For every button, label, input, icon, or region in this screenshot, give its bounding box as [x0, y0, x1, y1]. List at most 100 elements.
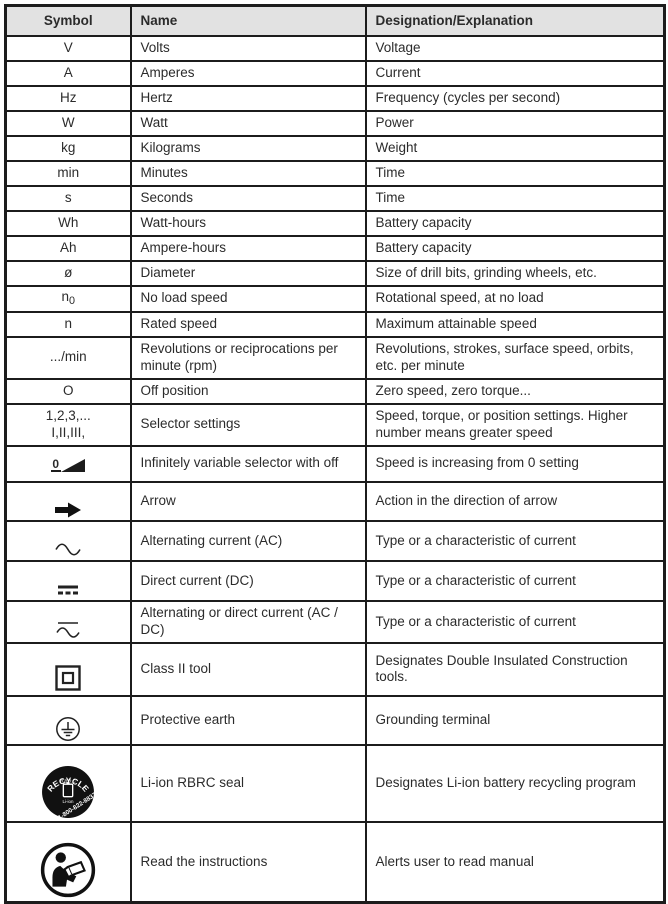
name-cell: Off position	[129, 377, 367, 405]
designation-cell: Weight	[364, 135, 666, 162]
table-row: .../min Revolutions or reciprocations pe…	[4, 335, 666, 380]
name-cell: Alternating or direct current (AC / DC)	[129, 599, 367, 644]
selector-zero-label: 0	[51, 456, 62, 473]
designation-cell: Designates Li-ion battery recycling prog…	[364, 743, 666, 823]
symbol-cell: V	[4, 35, 132, 62]
symbol-cell	[4, 560, 132, 602]
table-row: n Rated speed Maximum attainable speed	[4, 310, 666, 338]
table-row: 0 Infinitely variable selector with off …	[4, 444, 666, 483]
table-row: Protective earth Grounding terminal	[4, 694, 666, 746]
designation-cell: Type or a characteristic of current	[364, 520, 666, 563]
name-cell: Watt	[129, 110, 367, 137]
name-cell: Infinitely variable selector with off	[129, 444, 367, 483]
symbol-cell: n	[4, 310, 132, 338]
symbol-cell: .../min	[4, 335, 132, 380]
name-cell: Amperes	[129, 60, 367, 87]
name-cell: Hertz	[129, 85, 367, 112]
name-cell: Protective earth	[129, 694, 367, 746]
designation-cell: Action in the direction of arrow	[364, 480, 666, 523]
designation-cell: Alerts user to read manual	[364, 820, 666, 904]
table-row: Read the instructions Alerts user to rea…	[4, 820, 666, 904]
designation-cell: Speed is increasing from 0 setting	[364, 444, 666, 483]
symbol-cell: 1,2,3,... I,II,III,	[4, 402, 132, 447]
table-row: V Volts Voltage	[4, 35, 666, 62]
symbol-cell	[4, 641, 132, 697]
name-cell: No load speed	[129, 285, 367, 313]
column-header-designation: Designation/Explanation	[364, 4, 666, 37]
table-row: Alternating current (AC) Type or a chara…	[4, 520, 666, 563]
table-row: Alternating or direct current (AC / DC) …	[4, 599, 666, 644]
name-cell: Seconds	[129, 185, 367, 212]
table-row: Class II tool Designates Double Insulate…	[4, 641, 666, 697]
name-cell: Ampere-hours	[129, 235, 367, 262]
designation-cell: Size of drill bits, grinding wheels, etc…	[364, 260, 666, 287]
table-row: W Watt Power	[4, 110, 666, 137]
table-row: n0 No load speed Rotational speed, at no…	[4, 285, 666, 313]
symbol-reference-table: Symbol Name Designation/Explanation V Vo…	[4, 4, 666, 904]
name-cell: Watt-hours	[129, 210, 367, 237]
symbol-cell	[4, 480, 132, 523]
seal-liion-text: Li-ion	[63, 798, 74, 803]
rbrc-seal-icon: RECYCLE R B R C Li-ion 1-800-822-8837	[42, 765, 99, 820]
designation-cell: Grounding terminal	[364, 694, 666, 746]
name-cell: Selector settings	[129, 402, 367, 447]
symbol-cell	[4, 599, 132, 644]
symbol-n: n	[61, 289, 69, 304]
table-row: kg Kilograms Weight	[4, 135, 666, 162]
symbol-cell: Ah	[4, 235, 132, 262]
designation-cell: Zero speed, zero torque...	[364, 377, 666, 405]
symbol-cell: A	[4, 60, 132, 87]
designation-cell: Current	[364, 60, 666, 87]
symbol-n-subscript: 0	[69, 295, 76, 308]
table-row: ø Diameter Size of drill bits, grinding …	[4, 260, 666, 287]
symbol-cell: n0	[4, 285, 132, 313]
symbol-cell: min	[4, 160, 132, 187]
ac-wave-icon	[55, 543, 81, 556]
ac-dc-icon	[56, 622, 80, 638]
symbol-cell: Hz	[4, 85, 132, 112]
table-row: RECYCLE R B R C Li-ion 1-800-822-8837 Li…	[4, 743, 666, 823]
designation-cell: Frequency (cycles per second)	[364, 85, 666, 112]
column-header-symbol: Symbol	[4, 4, 132, 37]
name-cell: Class II tool	[129, 641, 367, 697]
designation-cell: Type or a characteristic of current	[364, 599, 666, 644]
name-cell: Volts	[129, 35, 367, 62]
table-row: Wh Watt-hours Battery capacity	[4, 210, 666, 237]
table-row: Hz Hertz Frequency (cycles per second)	[4, 85, 666, 112]
symbol-cell: 0	[4, 444, 132, 483]
read-manual-icon	[41, 843, 96, 898]
arrow-right-icon	[55, 502, 82, 518]
table-row: s Seconds Time	[4, 185, 666, 212]
symbol-cell	[4, 694, 132, 746]
symbol-cell: RECYCLE R B R C Li-ion 1-800-822-8837	[4, 743, 132, 823]
designation-cell: Time	[364, 185, 666, 212]
designation-cell: Battery capacity	[364, 210, 666, 237]
designation-cell: Type or a characteristic of current	[364, 560, 666, 602]
name-cell: Minutes	[129, 160, 367, 187]
table-row: A Amperes Current	[4, 60, 666, 87]
seal-rbrc-text: R B R C	[61, 778, 76, 783]
name-cell: Li-ion RBRC seal	[129, 743, 367, 823]
symbol-cell	[4, 520, 132, 563]
designation-cell: Power	[364, 110, 666, 137]
symbol-cell: s	[4, 185, 132, 212]
name-cell: Arrow	[129, 480, 367, 523]
name-cell: Diameter	[129, 260, 367, 287]
designation-cell: Rotational speed, at no load	[364, 285, 666, 313]
table-row: Arrow Action in the direction of arrow	[4, 480, 666, 523]
class-ii-icon	[55, 665, 81, 691]
table-row: min Minutes Time	[4, 160, 666, 187]
name-cell: Alternating current (AC)	[129, 520, 367, 563]
name-cell: Kilograms	[129, 135, 367, 162]
symbol-cell: kg	[4, 135, 132, 162]
name-cell: Direct current (DC)	[129, 560, 367, 602]
name-cell: Read the instructions	[129, 820, 367, 904]
table-row: 1,2,3,... I,II,III, Selector settings Sp…	[4, 402, 666, 447]
symbol-cell: Wh	[4, 210, 132, 237]
designation-cell: Time	[364, 160, 666, 187]
name-cell: Rated speed	[129, 310, 367, 338]
protective-earth-icon	[56, 716, 81, 741]
symbol-cell: O	[4, 377, 132, 405]
name-cell: Revolutions or reciprocations per minute…	[129, 335, 367, 380]
designation-cell: Revolutions, strokes, surface speed, orb…	[364, 335, 666, 380]
